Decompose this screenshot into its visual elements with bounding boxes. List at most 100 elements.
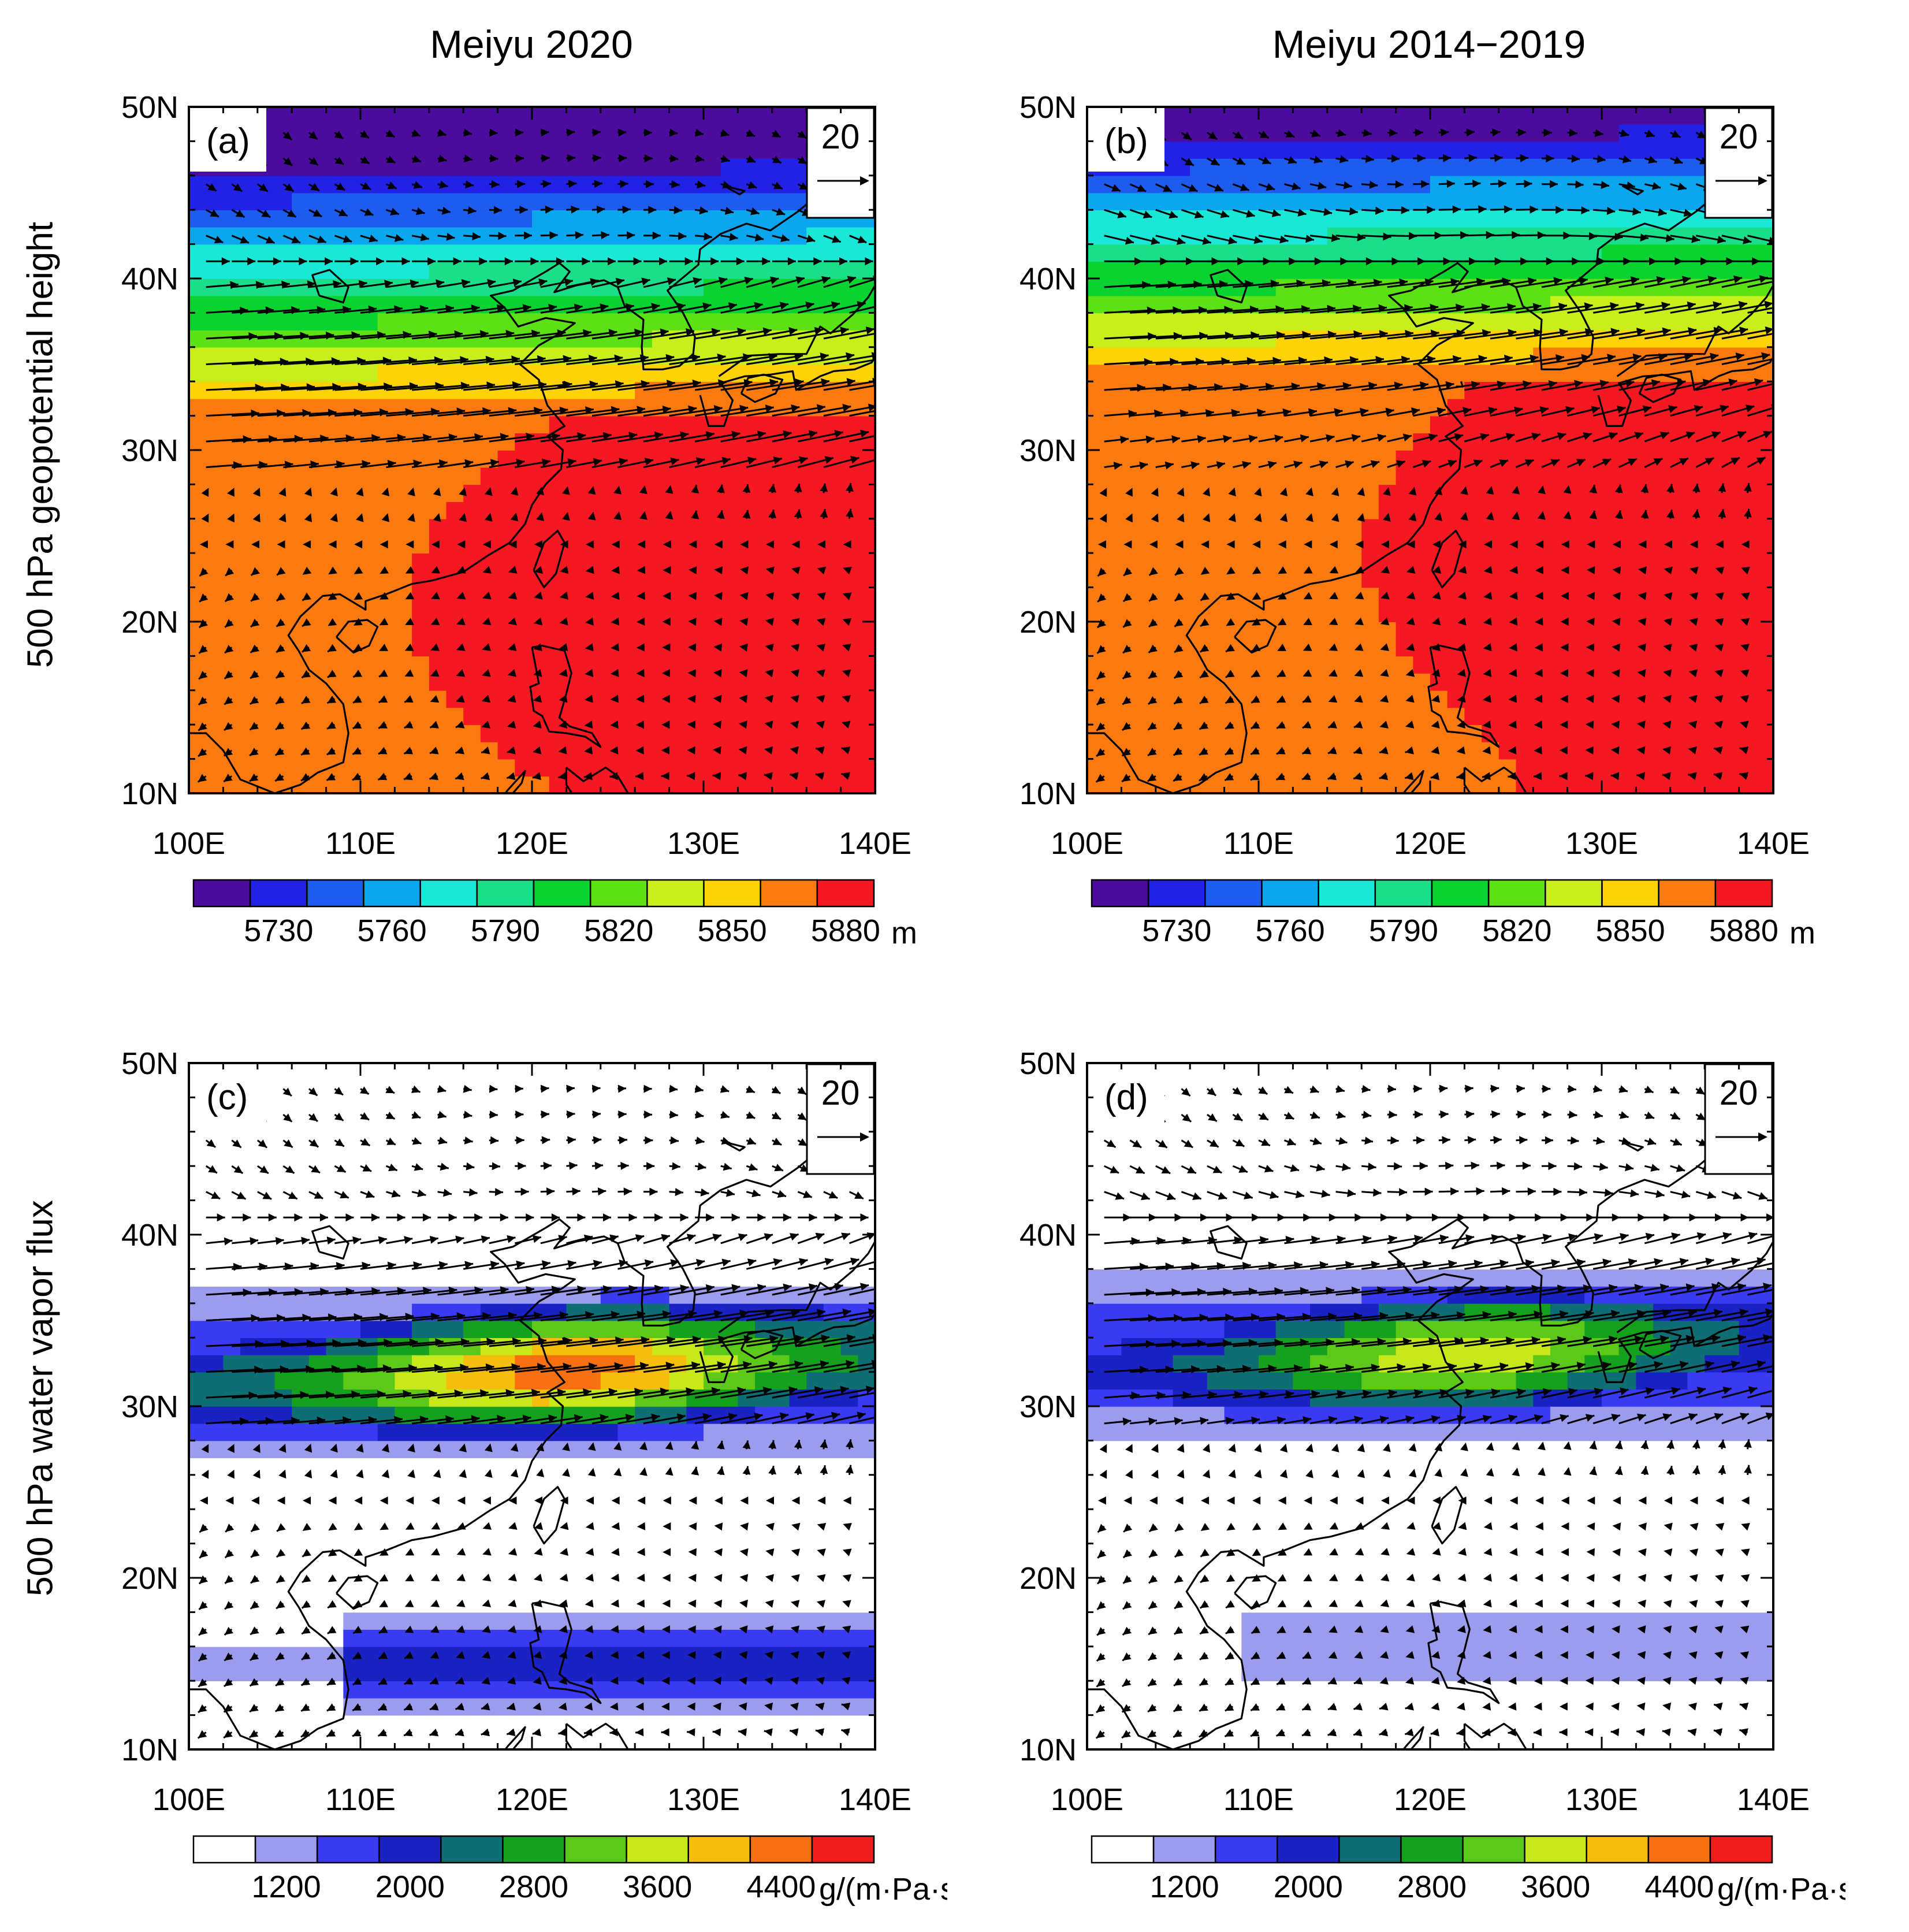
- wind-vector-head: [1147, 773, 1157, 782]
- wind-vector-head: [1379, 772, 1389, 781]
- wind-vector-head: [1571, 154, 1580, 163]
- field-cell: [1087, 124, 1620, 142]
- wind-vector-head: [1396, 460, 1405, 468]
- wind-vector-head: [301, 1236, 310, 1245]
- wind-vector-head: [669, 128, 678, 137]
- wind-vector-head: [611, 1496, 620, 1505]
- wind-vector-head: [1225, 1652, 1235, 1660]
- field-cell: [1739, 1337, 1773, 1355]
- wind-vector-head: [559, 669, 568, 677]
- wind-vector-head: [654, 431, 663, 440]
- coastline: [311, 1225, 349, 1260]
- wind-vector-head: [1636, 328, 1645, 336]
- wind-vector-head: [1697, 131, 1706, 139]
- wind-vector: [1464, 1287, 1514, 1296]
- wind-vector-head: [1432, 1522, 1441, 1530]
- wind-vector: [515, 331, 566, 340]
- wind-vector-head: [1583, 432, 1592, 440]
- wind-vector: [1104, 309, 1156, 314]
- wind-vector-head: [1763, 1283, 1772, 1291]
- wind-vector: [772, 328, 824, 340]
- wind-vector-head: [536, 1468, 545, 1477]
- wind-vector-head: [1740, 720, 1749, 729]
- wind-vector: [515, 1391, 566, 1399]
- wind-vector-head: [1380, 592, 1390, 600]
- wind-vector-head: [728, 302, 737, 310]
- wind-vector-head: [1563, 485, 1572, 494]
- wind-vector-head: [857, 301, 866, 309]
- wind-vector-head: [308, 1087, 318, 1096]
- wind-vector: [386, 1340, 444, 1347]
- wind-vector-head: [385, 1086, 395, 1094]
- wind-vector-head: [1608, 432, 1618, 440]
- wind-vector-head: [1303, 1548, 1313, 1556]
- wind-vector-head: [387, 459, 396, 468]
- wind-vector: [437, 358, 494, 365]
- field-cell: [189, 1217, 875, 1235]
- wind-vector-head: [1654, 1258, 1663, 1266]
- wind-vector-head: [1354, 1625, 1364, 1633]
- wind-vector-head: [1659, 432, 1669, 440]
- wind-vector-head: [1355, 540, 1364, 549]
- wind-vector-head: [651, 303, 660, 311]
- wind-vector-head: [1380, 669, 1389, 677]
- wind-vector-head: [225, 1524, 235, 1532]
- wind-vector-head: [1251, 644, 1261, 652]
- wind-vector: [1721, 354, 1770, 365]
- field-cell: [1087, 1423, 1773, 1441]
- wind-vector-head: [1638, 1496, 1647, 1505]
- wind-vector-head: [1174, 1549, 1184, 1557]
- wind-vector-head: [619, 1259, 628, 1268]
- wind-vector-head: [533, 1599, 542, 1607]
- wind-vector-head: [665, 485, 673, 494]
- wind-vector-head: [1432, 592, 1441, 600]
- wind-vector-head: [791, 1522, 801, 1531]
- wind-vector-head: [1337, 129, 1346, 138]
- wind-vector-head: [661, 720, 670, 729]
- wind-vector-head: [1499, 1362, 1509, 1370]
- wind-vector-head: [1664, 1496, 1672, 1505]
- colorbar-swatch: [419, 879, 478, 908]
- wind-vector-head: [1406, 1496, 1415, 1505]
- wind-vector-head: [1737, 1334, 1746, 1343]
- coastline: [1638, 373, 1682, 403]
- field-cell: [1396, 1320, 1586, 1338]
- wind-vector: [823, 405, 875, 417]
- field-cell: [1087, 776, 1517, 793]
- wind-vector-head: [326, 773, 336, 781]
- wind-vector-head: [1581, 206, 1590, 214]
- wind-vector-head: [1302, 1729, 1311, 1737]
- wind-vector-head: [1228, 1469, 1236, 1478]
- wind-vector-head: [262, 1191, 272, 1199]
- column-title-right: Meiyu 2014−2019: [1272, 23, 1586, 66]
- wind-vector-head: [596, 205, 605, 214]
- wind-vector-head: [1318, 181, 1327, 190]
- wind-vector-head: [240, 236, 249, 244]
- wind-vector: [849, 384, 875, 391]
- wind-vector-head: [1480, 1336, 1489, 1345]
- wind-vector-head: [559, 1599, 568, 1608]
- wind-vector-head: [251, 567, 260, 575]
- wind-vector-head: [276, 644, 285, 653]
- field-cell: [1087, 1492, 1773, 1510]
- wind-vector-head: [610, 669, 619, 677]
- wind-vector-head: [1279, 513, 1288, 522]
- wind-vector-head: [691, 1361, 700, 1370]
- wind-vector-head: [1122, 1678, 1132, 1686]
- reference-vector-box: [806, 107, 875, 219]
- wind-vector-head: [680, 431, 689, 440]
- wind-vector-head: [1251, 695, 1260, 703]
- wind-vector-head: [562, 512, 570, 521]
- wind-vector-head: [236, 1191, 246, 1199]
- wind-vector-head: [1328, 695, 1338, 703]
- wind-vector-head: [387, 1261, 396, 1270]
- wind-vector-head: [1122, 774, 1131, 782]
- wind-vector: [1618, 355, 1668, 365]
- wind-vector-head: [1148, 1600, 1158, 1609]
- wind-vector-head: [757, 1284, 766, 1292]
- wind-vector-head: [1406, 617, 1415, 626]
- wind-vector: [1387, 1288, 1438, 1296]
- wind-vector-head: [1097, 1550, 1107, 1558]
- field-cell: [189, 622, 412, 640]
- wind-vector: [772, 1336, 830, 1347]
